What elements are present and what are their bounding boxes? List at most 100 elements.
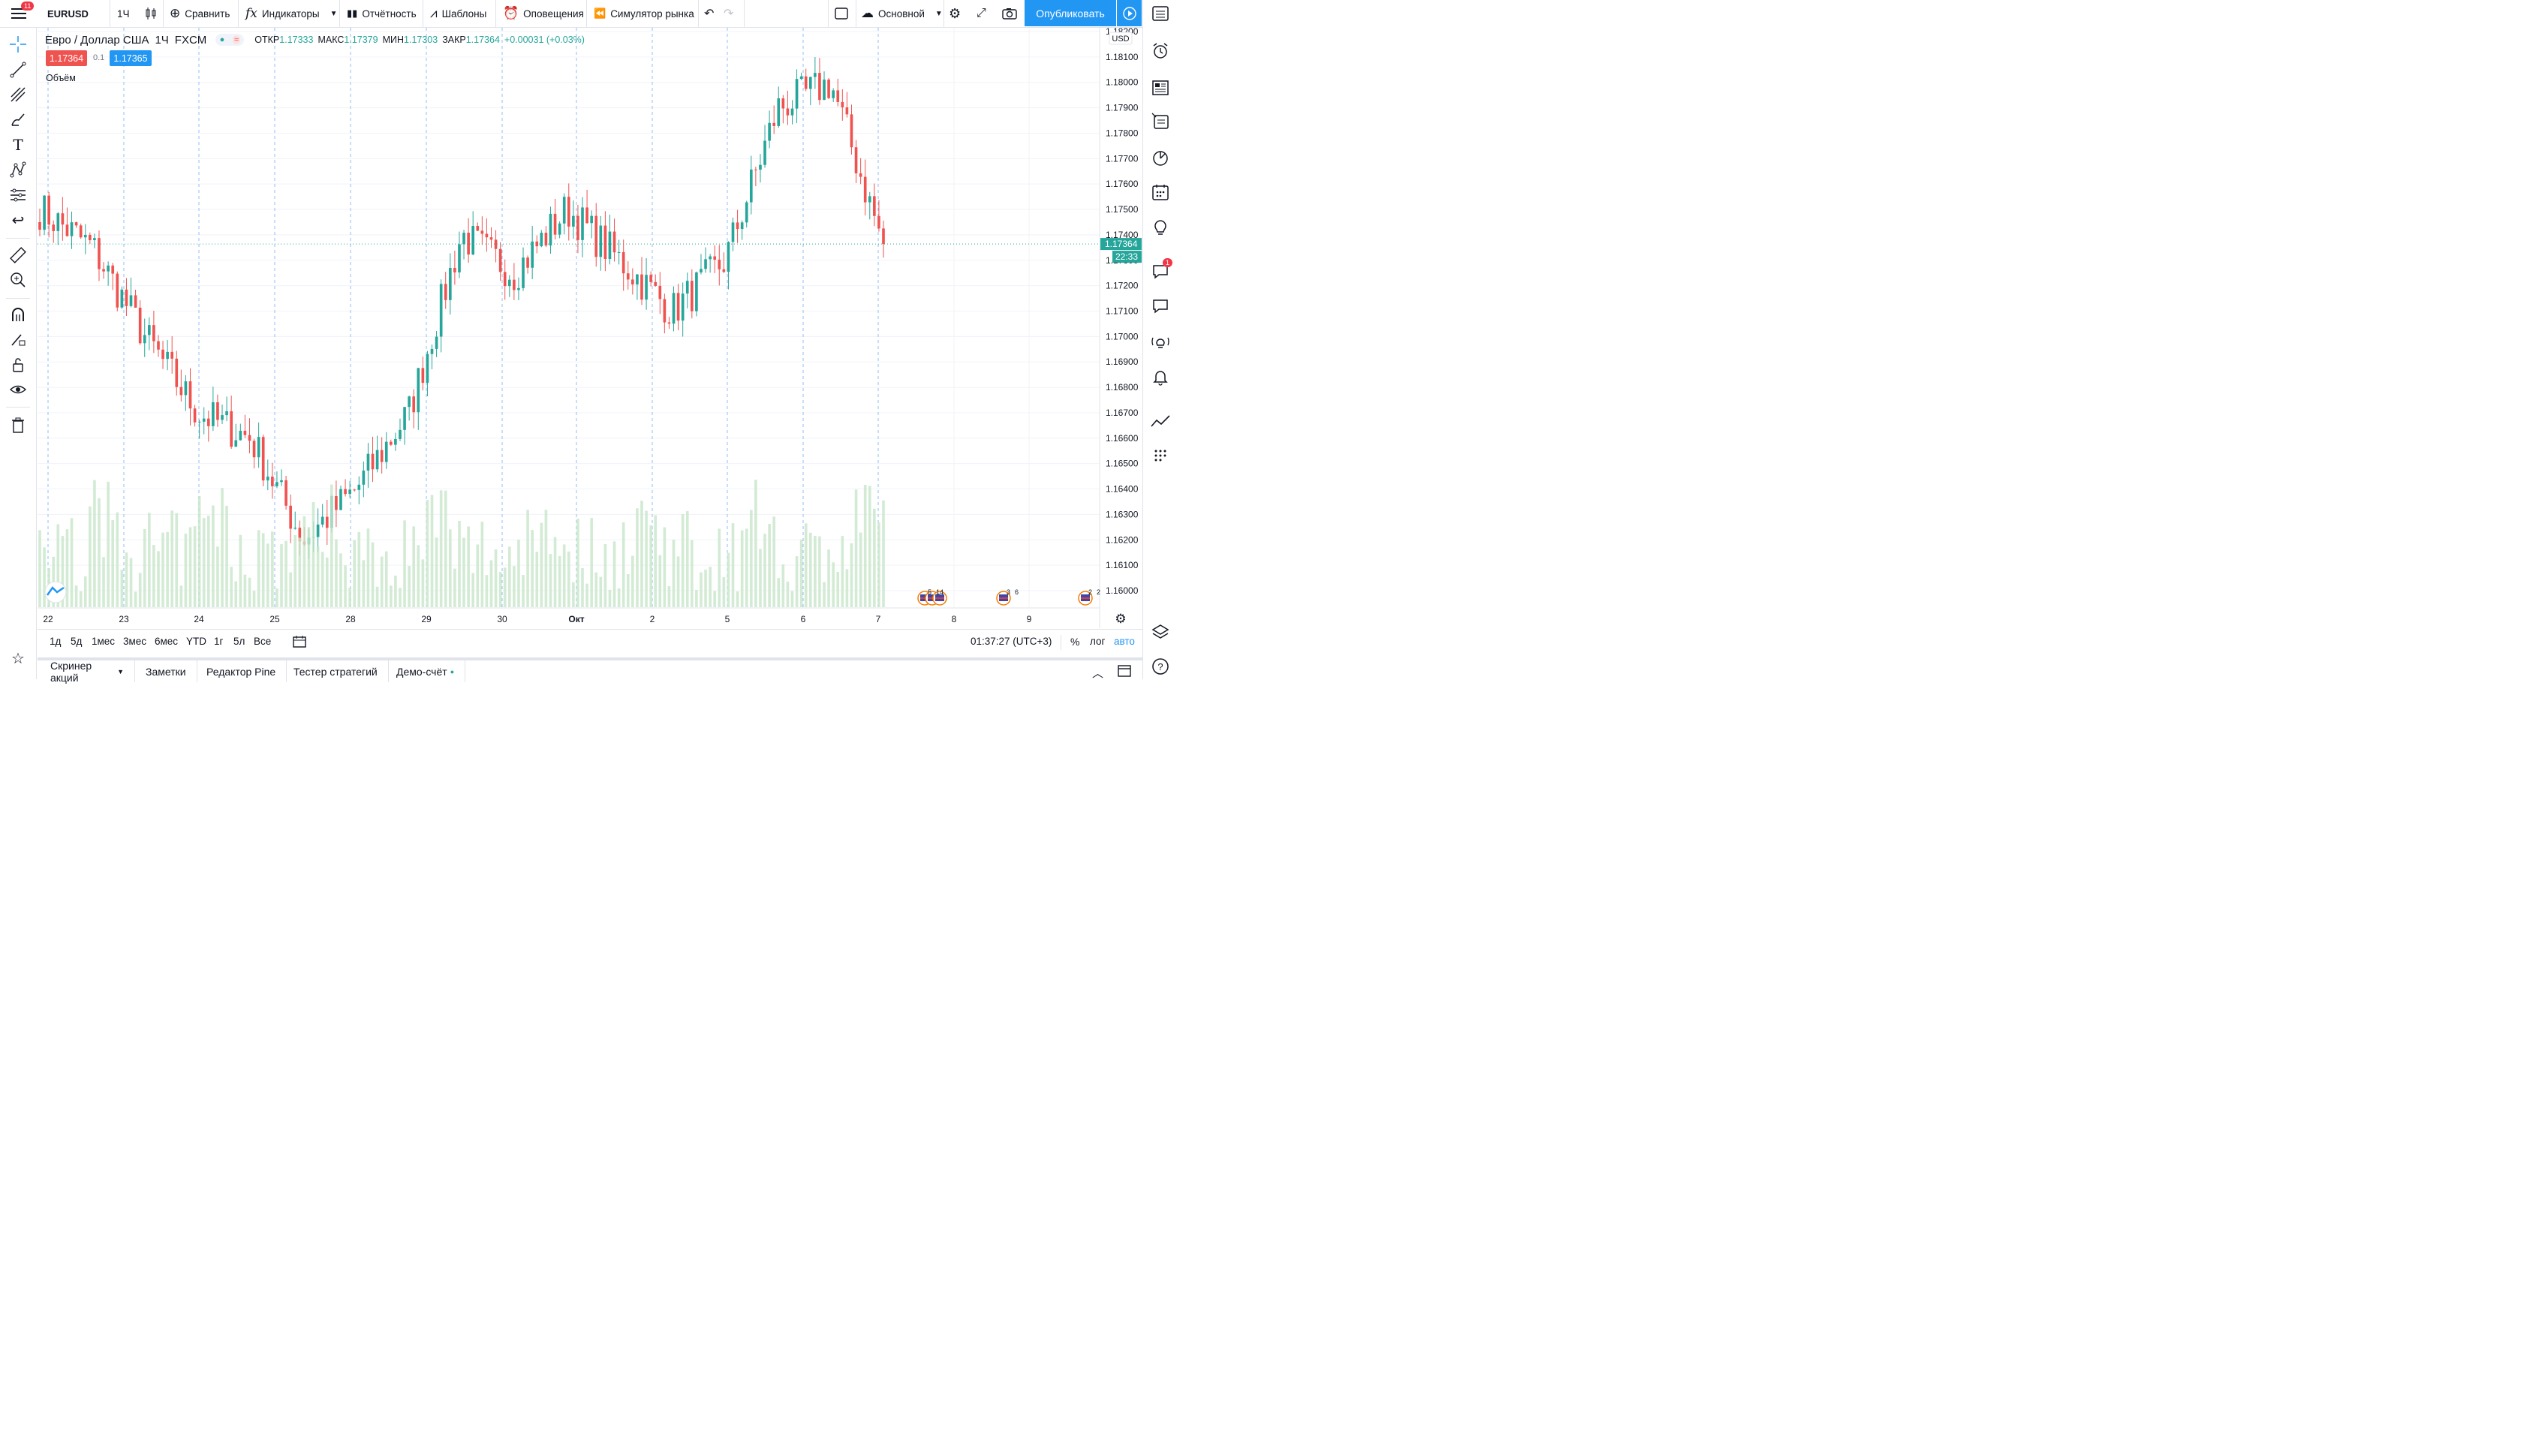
- public-chat-button[interactable]: [1150, 296, 1171, 317]
- ideas-button[interactable]: [1150, 218, 1171, 239]
- fullscreen-layout-button[interactable]: [835, 0, 848, 27]
- price-tick-label: 1.16400: [1106, 484, 1139, 495]
- watchlist-button[interactable]: [1150, 3, 1171, 24]
- range-button[interactable]: YTD: [186, 636, 206, 647]
- maximize-panel-button[interactable]: [1118, 665, 1131, 681]
- calendar-panel-button[interactable]: [1150, 147, 1171, 168]
- streams-button[interactable]: [1150, 332, 1171, 353]
- publish-video-button[interactable]: [1117, 0, 1142, 26]
- reports-button[interactable]: ▮▮ Отчётность: [347, 0, 417, 27]
- trend-line-tool[interactable]: [8, 59, 29, 80]
- measure-tool[interactable]: [8, 245, 29, 266]
- volume-bar: [271, 531, 274, 607]
- lock-all-tool[interactable]: [8, 354, 29, 375]
- symbol-title[interactable]: Евро / Доллар США: [45, 33, 149, 47]
- price-tick-label: 1.17600: [1106, 179, 1139, 189]
- time-tick-label: 28: [345, 614, 356, 624]
- fullscreen-button[interactable]: ⤢: [977, 0, 986, 27]
- redo-button[interactable]: ↷: [724, 0, 733, 27]
- candle-body: [107, 265, 110, 272]
- chart-pane[interactable]: 22232425282930Окт2567891.182001.181001.1…: [38, 26, 1142, 628]
- volume-legend-label[interactable]: Объём: [46, 73, 76, 83]
- range-button[interactable]: 1мес: [92, 636, 116, 647]
- price-tick-label: 1.16700: [1106, 408, 1139, 418]
- indicators-button[interactable]: fx Индикаторы ▼: [245, 0, 338, 27]
- volume-bar: [138, 573, 142, 607]
- help-button[interactable]: ?: [1150, 656, 1171, 677]
- data-window-button[interactable]: [1150, 77, 1171, 98]
- tab-notes[interactable]: Заметки: [135, 660, 197, 682]
- text-tool[interactable]: T: [8, 134, 29, 155]
- templates-button[interactable]: ⩘ Шаблоны: [430, 0, 486, 27]
- snapshot-button[interactable]: [1002, 0, 1017, 27]
- volume-bar: [850, 543, 853, 607]
- candle-body: [138, 307, 142, 344]
- volume-bar: [206, 516, 210, 607]
- zoom-tool[interactable]: [8, 269, 29, 290]
- collapse-panel-button[interactable]: ︿: [1092, 665, 1103, 681]
- interval-button[interactable]: 1Ч: [117, 8, 130, 20]
- hotlists-button[interactable]: [1150, 111, 1171, 132]
- tab-paper-trading[interactable]: Демо-счёт ●: [386, 660, 466, 682]
- candle-body: [170, 351, 174, 359]
- tab-screener[interactable]: Скринер акций ▼: [40, 660, 135, 684]
- clock[interactable]: 01:37:27 (UTC+3): [971, 636, 1052, 647]
- chats-button[interactable]: 1: [1150, 258, 1173, 282]
- undo-tool[interactable]: ↩: [8, 209, 29, 230]
- close-label: ЗАКР: [442, 35, 466, 45]
- brush-tool[interactable]: [8, 109, 29, 130]
- order-panel-button[interactable]: [1150, 411, 1171, 432]
- chart-style-button[interactable]: [145, 0, 157, 27]
- gear-icon[interactable]: ⚙: [1115, 612, 1126, 627]
- remove-drawings-tool[interactable]: [8, 414, 29, 435]
- price-tick-label: 1.17100: [1106, 306, 1139, 317]
- sell-button[interactable]: 1.17364: [46, 50, 87, 66]
- symbol-search[interactable]: EURUSD: [47, 8, 89, 20]
- tab-pine-editor[interactable]: Редактор Pine: [196, 660, 287, 682]
- range-button[interactable]: 1г: [214, 636, 224, 647]
- price-tick-label: 1.16800: [1106, 382, 1139, 393]
- undo-button[interactable]: ↶: [704, 0, 714, 27]
- settings-button[interactable]: ⚙: [949, 0, 961, 27]
- depth-button[interactable]: [1150, 445, 1171, 466]
- tab-strategy-tester[interactable]: Тестер стратегий: [283, 660, 389, 682]
- volume-bar: [814, 535, 817, 607]
- fib-tool[interactable]: [8, 84, 29, 105]
- pattern-tool[interactable]: [8, 159, 29, 180]
- range-button[interactable]: 5л: [233, 636, 245, 647]
- buy-button[interactable]: 1.17365: [110, 50, 152, 66]
- range-button[interactable]: 3мес: [123, 636, 147, 647]
- range-button[interactable]: 5д: [71, 636, 83, 647]
- market-status-badge[interactable]: ● ≈: [215, 34, 245, 46]
- publish-button[interactable]: Опубликовать: [1025, 0, 1116, 26]
- chart-canvas[interactable]: 22232425282930Окт2567891.182001.181001.1…: [38, 26, 1142, 628]
- volume-bar: [718, 528, 721, 607]
- prediction-tool[interactable]: [8, 185, 29, 206]
- alerts-panel-button[interactable]: [1150, 41, 1171, 62]
- range-button[interactable]: 1д: [50, 636, 62, 647]
- magnet-tool[interactable]: [8, 304, 29, 325]
- candle-body: [626, 273, 630, 280]
- volume-bar: [722, 577, 726, 607]
- goto-date-button[interactable]: [293, 635, 306, 652]
- compare-button[interactable]: ⊕ Сравнить: [170, 0, 230, 27]
- alerts-button[interactable]: ⏰ Оповещения: [503, 0, 584, 27]
- time-tick-label: 23: [119, 614, 129, 624]
- percent-toggle[interactable]: %: [1070, 636, 1080, 648]
- replay-button[interactable]: ⏪ Симулятор рынка: [594, 0, 694, 27]
- range-button[interactable]: 6мес: [155, 636, 179, 647]
- range-button[interactable]: Все: [254, 636, 272, 647]
- auto-toggle[interactable]: авто: [1114, 636, 1135, 647]
- price-tick-label: 1.16600: [1106, 433, 1139, 444]
- crosshair-tool[interactable]: [8, 34, 29, 55]
- candle-body: [280, 480, 283, 483]
- log-toggle[interactable]: лог: [1090, 636, 1106, 647]
- layers-button[interactable]: [1150, 621, 1171, 642]
- lock-drawing-tool[interactable]: [8, 329, 29, 350]
- notifications-button[interactable]: [1150, 366, 1171, 387]
- economic-calendar-button[interactable]: [1150, 182, 1171, 203]
- hide-drawings-tool[interactable]: [8, 379, 29, 400]
- favorites-tool[interactable]: ☆: [8, 648, 29, 669]
- menu-button[interactable]: 11: [8, 0, 35, 27]
- layout-button[interactable]: ☁ Основной ▼: [861, 0, 943, 27]
